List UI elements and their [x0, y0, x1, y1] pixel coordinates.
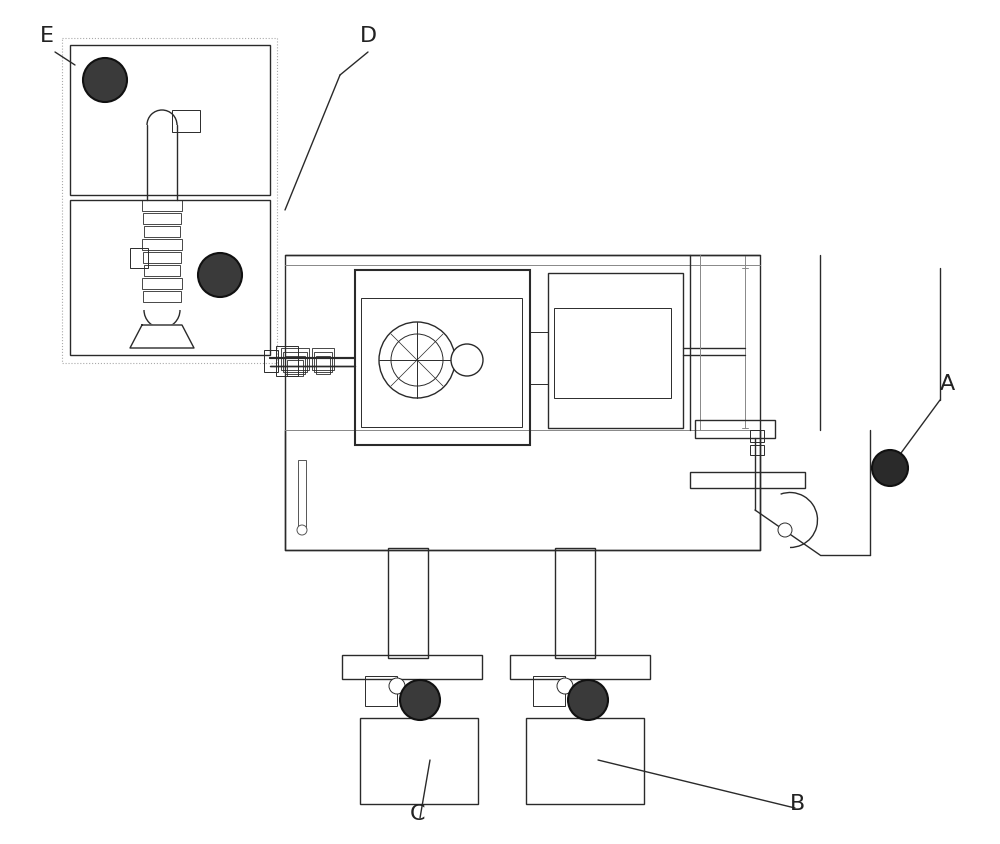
- Bar: [342, 655, 482, 679]
- Bar: [314, 352, 332, 372]
- Text: A: A: [940, 374, 955, 394]
- Bar: [287, 360, 303, 376]
- Bar: [142, 239, 182, 250]
- Bar: [750, 445, 764, 455]
- Circle shape: [297, 525, 307, 535]
- Bar: [548, 273, 683, 428]
- Bar: [555, 548, 595, 658]
- Bar: [285, 356, 305, 374]
- Bar: [276, 346, 298, 376]
- Bar: [144, 226, 180, 237]
- Bar: [281, 348, 309, 370]
- Bar: [355, 270, 530, 445]
- Bar: [533, 676, 565, 706]
- Bar: [143, 213, 181, 224]
- Bar: [142, 278, 182, 289]
- Bar: [130, 248, 148, 268]
- Bar: [285, 255, 760, 550]
- Bar: [510, 655, 650, 679]
- Bar: [695, 420, 775, 438]
- Bar: [62, 38, 277, 363]
- Bar: [70, 200, 270, 355]
- Bar: [312, 348, 334, 370]
- Bar: [526, 718, 644, 804]
- Circle shape: [389, 678, 405, 694]
- Text: D: D: [360, 26, 377, 46]
- Bar: [283, 352, 307, 372]
- Circle shape: [872, 450, 908, 486]
- Bar: [172, 110, 200, 132]
- Text: C: C: [410, 804, 426, 824]
- Circle shape: [400, 680, 440, 720]
- Circle shape: [778, 523, 792, 537]
- Bar: [361, 298, 522, 427]
- Circle shape: [83, 58, 127, 102]
- Circle shape: [557, 678, 573, 694]
- Bar: [316, 356, 330, 374]
- Bar: [144, 265, 180, 276]
- Circle shape: [568, 680, 608, 720]
- Bar: [70, 45, 270, 195]
- Bar: [142, 200, 182, 211]
- Polygon shape: [130, 325, 194, 348]
- Text: E: E: [40, 26, 54, 46]
- Bar: [530, 332, 548, 384]
- Bar: [143, 291, 181, 302]
- Circle shape: [198, 253, 242, 297]
- Bar: [690, 472, 805, 488]
- Bar: [388, 548, 428, 658]
- Bar: [750, 430, 764, 442]
- Bar: [264, 350, 278, 372]
- Circle shape: [451, 344, 483, 376]
- Text: B: B: [790, 794, 805, 814]
- Bar: [360, 718, 478, 804]
- Bar: [143, 252, 181, 263]
- Bar: [554, 308, 671, 398]
- Bar: [298, 460, 306, 528]
- Bar: [365, 676, 397, 706]
